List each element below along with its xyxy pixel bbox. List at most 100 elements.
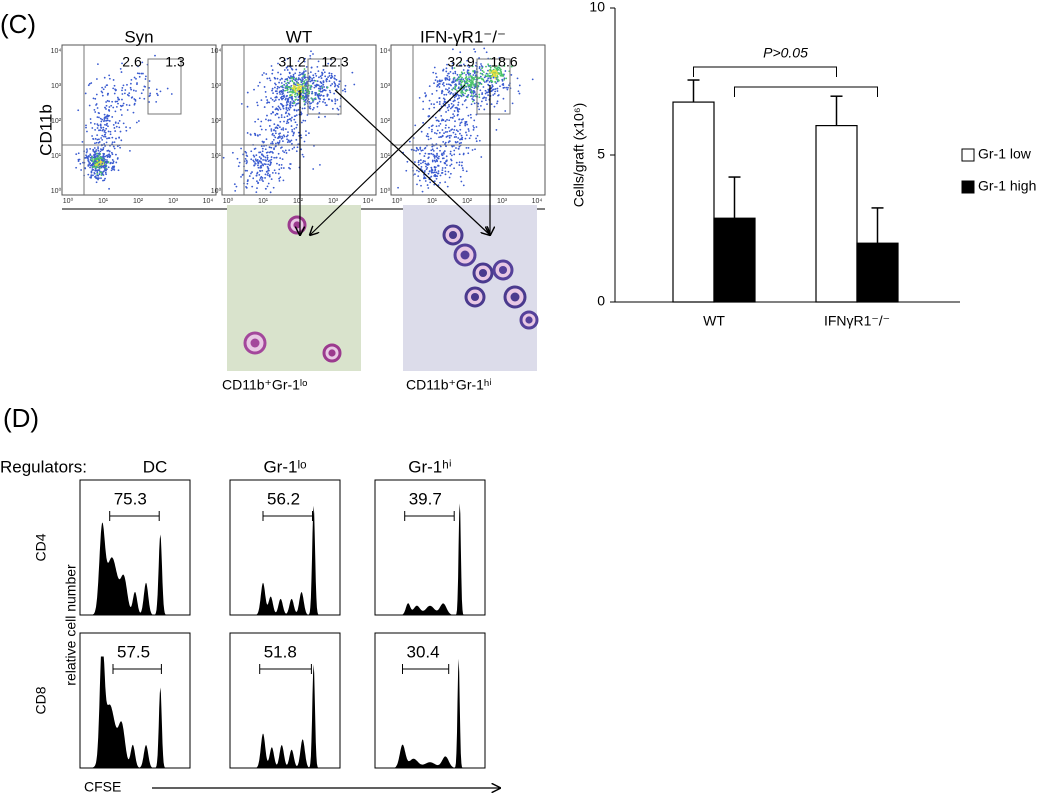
flow-dot [468,80,471,83]
flow-dot [293,127,296,130]
flow-dot [86,150,89,152]
flow-dot [438,131,441,134]
flow-dot [105,108,107,110]
histogram [80,522,190,615]
flow-tick-label: 10¹ [98,198,109,205]
flow-dot [300,95,303,98]
flow-dot [311,99,314,102]
flow-dot [502,84,505,86]
flow-dot [122,102,125,105]
flow-dot [451,145,454,148]
flow-dot [271,142,274,145]
flow-dot [436,80,439,82]
flow-dot [96,159,99,162]
flow-dot [439,149,441,152]
flow-dot [250,158,253,161]
flow-dot [471,91,474,94]
flow-dot [95,158,98,161]
flow-dot [449,152,452,155]
flow-tick-label: 10³ [380,83,391,90]
flow-dot [419,159,422,161]
flow-dot [107,125,109,128]
flow-dot [488,70,491,72]
flow-dot [284,59,286,62]
flow-tick-label: 10⁴ [363,198,374,205]
flow-dot [94,161,97,164]
flow-dot [458,108,461,110]
flow-dot [135,77,137,80]
flow-dot [465,74,467,76]
flow-dot [312,107,315,109]
flow-dot [95,93,98,96]
flow-dot [487,83,490,86]
flow-dot [260,120,263,123]
flow-dot [451,116,454,119]
flow-dot [460,91,463,94]
flow-dot [117,102,119,105]
flow-dot [438,103,441,105]
flow-dot [439,136,442,138]
flow-dot [427,187,430,189]
flow-dot [101,165,104,168]
flow-dot [473,48,475,51]
flow-dot [484,89,487,92]
flow-dot [462,91,464,94]
flow-dot [503,78,506,81]
flow-dot [439,160,442,163]
flow-dot [110,104,113,107]
flow-dot [107,161,110,164]
flow-dot [256,104,259,107]
flow-dot [135,121,138,124]
flow-dot [97,147,99,150]
flow-dot [483,76,486,79]
flow-dot [93,122,96,125]
flow-dot [284,89,287,92]
flow-dot [288,76,291,79]
flow-dot [470,81,472,84]
x-tick-label: IFNγR1⁻/⁻ [824,313,890,329]
flow-dot [85,148,88,151]
flow-dot [107,130,110,133]
flow-dot [493,66,496,69]
flow-dot [459,94,462,97]
flow-dot [444,141,447,144]
flow-dot [478,83,481,85]
flow-dot [458,145,461,148]
flow-dot [435,125,438,128]
flow-dot [252,154,255,157]
flow-dot [286,109,289,112]
flow-dot [273,123,276,126]
bar [672,101,715,303]
flow-dot [333,92,336,95]
flow-dot [276,162,278,165]
flow-dot [270,158,273,161]
flow-dot [103,130,106,133]
flow-dot [468,66,471,69]
flow-dot [136,83,138,86]
flow-dot [118,136,121,139]
flow-dot [280,146,283,149]
flow-tick-label: 10⁴ [380,48,391,55]
flow-dot [291,130,294,133]
flow-dot [105,101,107,103]
flow-dot [492,65,495,67]
flow-dot [472,83,475,86]
flow-dot [449,93,452,95]
flow-dot [337,108,340,111]
flow-dot [269,150,272,153]
flow-dot [453,136,456,138]
flow-dot [330,72,333,75]
flow-dot [85,151,88,154]
flow-dot [245,151,248,154]
flow-dot [106,137,108,140]
flow-dot [259,125,262,128]
flow-dot [274,83,277,86]
flow-dot [480,64,483,67]
flow-dot [254,120,257,123]
flow-dot [273,129,275,132]
flow-dot [441,134,444,137]
flow-dot [96,173,99,175]
flow-dot [291,96,293,98]
flow-dot [105,127,108,130]
